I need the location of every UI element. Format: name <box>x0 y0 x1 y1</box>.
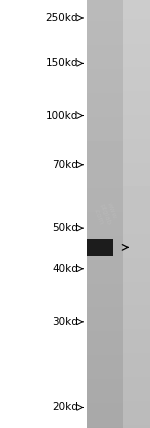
Text: 20kd: 20kd <box>52 402 78 413</box>
Text: 150kd: 150kd <box>45 58 78 68</box>
Bar <box>87 239 112 256</box>
Text: 250kd: 250kd <box>45 13 78 23</box>
Text: 50kd: 50kd <box>52 223 78 233</box>
Text: 30kd: 30kd <box>52 317 78 327</box>
Text: 70kd: 70kd <box>52 160 78 170</box>
Text: www.
ptglab
.com: www. ptglab .com <box>92 200 118 228</box>
Text: 100kd: 100kd <box>46 110 78 121</box>
Text: 40kd: 40kd <box>52 264 78 274</box>
